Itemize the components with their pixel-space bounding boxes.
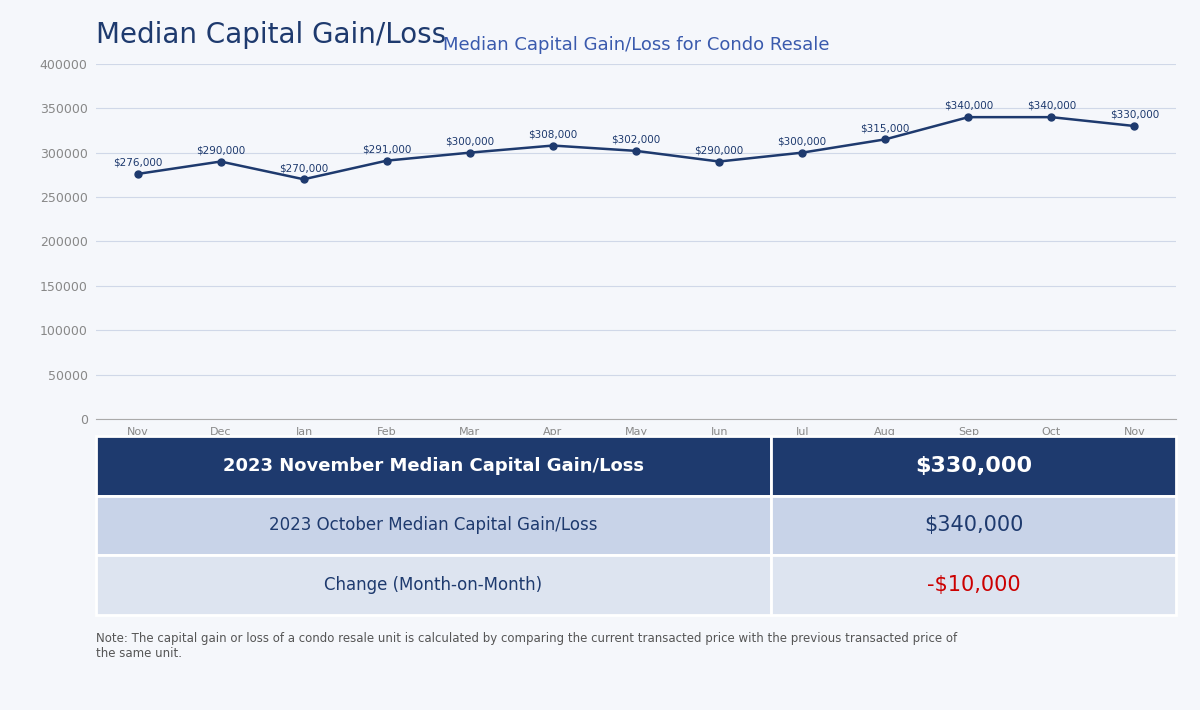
FancyBboxPatch shape	[96, 436, 772, 496]
Text: $270,000: $270,000	[280, 163, 329, 173]
Text: -$10,000: -$10,000	[926, 575, 1020, 595]
Text: $340,000: $340,000	[943, 101, 992, 111]
Text: $330,000: $330,000	[1110, 110, 1159, 120]
Text: $300,000: $300,000	[445, 136, 494, 146]
FancyBboxPatch shape	[96, 555, 772, 615]
FancyBboxPatch shape	[772, 496, 1176, 555]
Text: $291,000: $291,000	[362, 144, 412, 155]
FancyBboxPatch shape	[96, 496, 772, 555]
Text: $330,000: $330,000	[914, 456, 1032, 476]
FancyBboxPatch shape	[772, 555, 1176, 615]
Text: $308,000: $308,000	[528, 129, 577, 139]
Text: Median Capital Gain/Loss: Median Capital Gain/Loss	[96, 21, 446, 49]
Text: 2023 November Median Capital Gain/Loss: 2023 November Median Capital Gain/Loss	[223, 457, 644, 475]
Text: 2023 October Median Capital Gain/Loss: 2023 October Median Capital Gain/Loss	[269, 516, 598, 535]
Text: Change (Month-on-Month): Change (Month-on-Month)	[324, 576, 542, 594]
Text: $290,000: $290,000	[695, 146, 744, 155]
Title: Median Capital Gain/Loss for Condo Resale: Median Capital Gain/Loss for Condo Resal…	[443, 36, 829, 54]
Text: $340,000: $340,000	[924, 515, 1024, 535]
FancyBboxPatch shape	[772, 436, 1176, 496]
Text: $276,000: $276,000	[113, 158, 162, 168]
Text: $302,000: $302,000	[611, 135, 661, 145]
Text: $315,000: $315,000	[860, 123, 910, 133]
Text: Note: The capital gain or loss of a condo resale unit is calculated by comparing: Note: The capital gain or loss of a cond…	[96, 632, 958, 660]
Text: $340,000: $340,000	[1027, 101, 1076, 111]
Text: $290,000: $290,000	[196, 146, 245, 155]
Text: $300,000: $300,000	[778, 136, 827, 146]
